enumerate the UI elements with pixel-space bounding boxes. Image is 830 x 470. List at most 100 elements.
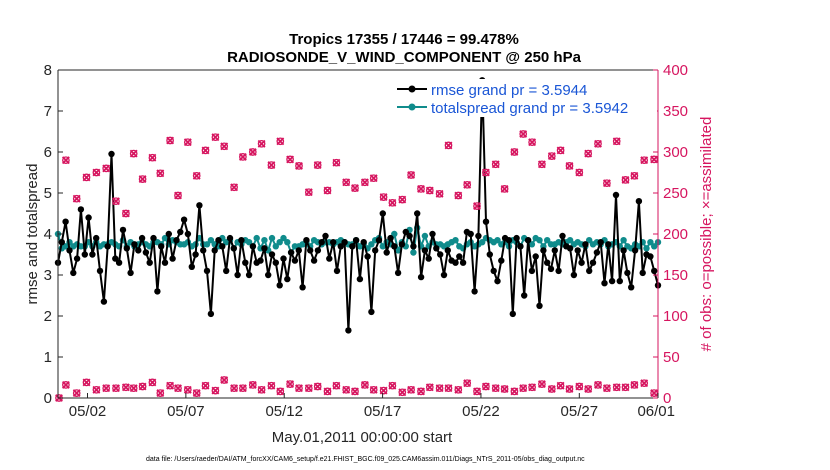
obs-assimilated-cross (444, 384, 453, 393)
series-point (566, 237, 574, 244)
obs-assimilated-cross (528, 383, 537, 392)
obs-assimilated-cross (379, 386, 388, 395)
legend-rmse-label: rmse grand pr = 3.5944 (431, 82, 587, 99)
obs-possible-circle (473, 387, 481, 396)
series-point (647, 239, 654, 246)
series-point (467, 230, 474, 238)
obs-marker (594, 380, 602, 389)
obs-possible-circle (482, 168, 490, 177)
series-point (494, 277, 501, 285)
series-point (398, 241, 406, 248)
series-point (265, 271, 272, 279)
obs-marker (612, 137, 621, 146)
obs-marker (156, 389, 165, 398)
series-point (276, 239, 283, 246)
series-point (394, 269, 402, 277)
obs-possible-circle (192, 389, 201, 397)
obs-marker (211, 133, 220, 142)
obs-assimilated-cross (220, 376, 229, 384)
obs-assimilated-cross (230, 183, 239, 192)
obs-possible-circle (379, 386, 388, 395)
obs-marker (323, 387, 332, 396)
obs-marker (351, 184, 359, 193)
obs-assimilated-cross (556, 381, 565, 390)
series-point (177, 228, 184, 236)
obs-possible-circle (267, 161, 276, 169)
obs-marker (238, 152, 247, 161)
obs-possible-circle (92, 168, 101, 177)
series-point (314, 247, 322, 254)
series-point (77, 206, 85, 213)
obs-assimilated-cross (201, 146, 210, 155)
series-point (207, 310, 215, 318)
obs-marker (267, 381, 276, 390)
y-tick-label-right: 100 (663, 308, 688, 325)
series-point (394, 247, 402, 254)
series-point (310, 257, 318, 264)
obs-assimilated-cross (602, 179, 611, 188)
obs-assimilated-cross (166, 136, 175, 145)
obs-marker (248, 380, 257, 389)
y-tick-label-right: 300 (663, 144, 688, 161)
obs-assimilated-cross (129, 149, 138, 158)
obs-assimilated-cross (183, 138, 192, 147)
obs-marker (444, 384, 453, 393)
obs-marker (192, 171, 201, 180)
obs-assimilated-cross (72, 389, 81, 398)
obs-possible-circle (650, 389, 658, 397)
obs-marker (313, 161, 322, 170)
series-point (272, 259, 279, 266)
obs-possible-circle (220, 376, 229, 384)
obs-possible-circle (166, 381, 174, 390)
obs-marker (500, 184, 509, 193)
obs-assimilated-cross (556, 146, 565, 155)
obs-possible-circle (565, 162, 574, 170)
obs-possible-circle (276, 387, 285, 396)
series-point (230, 245, 237, 252)
obs-marker (575, 382, 584, 391)
series-point (184, 230, 192, 238)
obs-assimilated-cross (537, 380, 546, 389)
obs-possible-circle (129, 384, 138, 393)
obs-marker (565, 385, 574, 393)
series-point (406, 232, 413, 240)
obs-marker (444, 141, 453, 150)
obs-assimilated-cross (238, 384, 247, 393)
obs-possible-circle (174, 384, 182, 393)
obs-marker (257, 139, 266, 148)
series-point (612, 191, 620, 199)
obs-possible-circle (313, 382, 322, 391)
series-point (249, 243, 257, 250)
obs-marker (304, 384, 313, 393)
series-point (135, 247, 142, 254)
obs-possible-circle (640, 379, 649, 388)
series-point (345, 327, 352, 334)
obs-assimilated-cross (92, 385, 101, 394)
series-point (620, 237, 627, 244)
obs-marker (398, 388, 407, 397)
obs-marker (379, 386, 388, 395)
obs-assimilated-cross (72, 194, 81, 203)
series-point (154, 288, 161, 295)
series-point (207, 237, 215, 244)
obs-possible-circle (388, 381, 397, 390)
obs-possible-circle (556, 146, 565, 155)
obs-possible-circle (463, 379, 472, 388)
series-point (150, 234, 157, 242)
obs-assimilated-cross (332, 381, 341, 390)
obs-marker (82, 378, 91, 387)
obs-possible-circle (510, 387, 519, 396)
obs-marker (650, 155, 659, 164)
x-axis-label: May.01,2011 00:00:00 start (272, 429, 453, 446)
obs-marker (519, 384, 528, 393)
obs-assimilated-cross (565, 161, 574, 170)
obs-marker (230, 183, 239, 192)
y-tick-label-right: 50 (663, 349, 680, 366)
obs-marker (230, 384, 239, 393)
obs-possible-circle (435, 384, 444, 393)
obs-assimilated-cross (435, 189, 444, 198)
obs-marker (630, 171, 639, 180)
obs-marker (220, 142, 229, 151)
obs-marker (379, 193, 388, 202)
series-point (203, 267, 211, 275)
